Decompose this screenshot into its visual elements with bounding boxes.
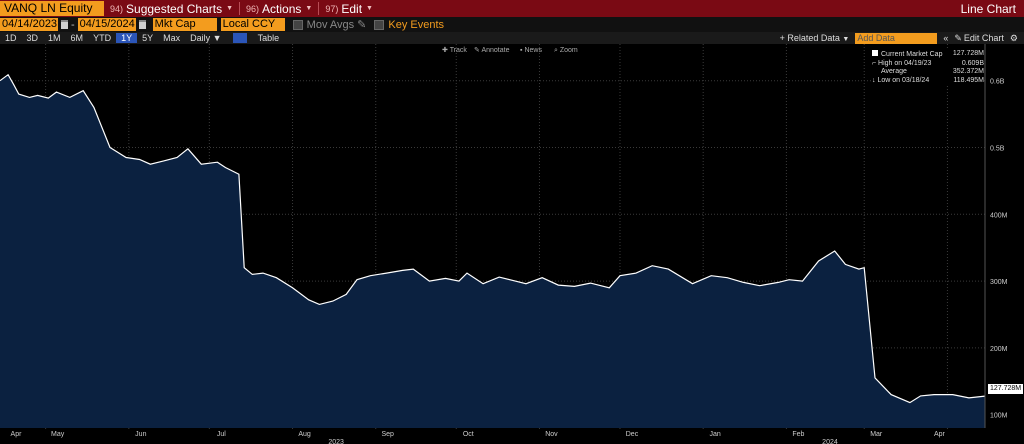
- menu-number: 94): [110, 3, 124, 14]
- x-tick-label: May: [51, 431, 65, 438]
- menu-number: 97): [325, 3, 339, 14]
- menu-label: Edit: [341, 1, 363, 16]
- x-tick-label: Sep: [382, 431, 395, 438]
- gear-icon[interactable]: ⚙: [1009, 32, 1018, 43]
- legend-average-label: Average: [881, 68, 907, 75]
- x-tick-label: Jan: [710, 431, 721, 438]
- ticker-field[interactable]: VANQ LN Equity: [0, 1, 104, 16]
- related-data-button[interactable]: + Related Data ▼: [780, 33, 850, 43]
- legend-current: Current Market Cap 127.728M: [872, 50, 984, 60]
- track-tool[interactable]: ✚ Track: [442, 46, 467, 54]
- y-tick-label: 400M: [990, 212, 1008, 219]
- x-tick-label: Nov: [545, 431, 558, 438]
- area-fill: [0, 74, 985, 428]
- calendar-icon[interactable]: [138, 20, 146, 29]
- x-tick-label: Dec: [626, 431, 639, 438]
- x-tick-label: Mar: [870, 431, 883, 438]
- period-6m[interactable]: 6M: [70, 33, 84, 43]
- series-swatch: [872, 50, 878, 56]
- menu-label: Actions: [262, 1, 302, 16]
- chevron-down-icon: ▼: [366, 5, 373, 12]
- mov-avgs-label: Mov Avgs: [306, 18, 355, 31]
- last-value-label: 127.728M: [988, 384, 1024, 394]
- chevron-down-icon: ▼: [842, 36, 850, 43]
- suggested-charts-menu[interactable]: 94) Suggested Charts ▼: [110, 2, 233, 16]
- pencil-icon[interactable]: ✎: [954, 32, 962, 43]
- legend-average-value: 352.372M: [952, 68, 984, 75]
- legend-low-value: 118.495M: [953, 76, 984, 84]
- y-tick-label: 100M: [990, 413, 1008, 420]
- period-1y[interactable]: 1Y: [116, 33, 138, 43]
- chart-tools: ✚ Track ✎ Annotate ▪ News ⌕ Zoom: [442, 46, 578, 54]
- legend: Current Market Cap 127.728M ⌐ High on 04/…: [872, 50, 984, 86]
- calendar-icon[interactable]: [61, 20, 68, 29]
- year-label: 2024: [822, 439, 838, 444]
- key-events-label: Key Events: [388, 18, 445, 31]
- chevron-down-icon: ▼: [212, 33, 222, 43]
- collapse-icon[interactable]: «: [943, 33, 949, 43]
- period-bar: 1D 3D 1M 6M YTD 1Y 5Y Max Daily ▼ Table …: [0, 32, 1024, 44]
- field-select[interactable]: Mkt Cap: [152, 18, 217, 31]
- edit-menu[interactable]: 97) Edit ▼: [325, 2, 373, 16]
- legend-low: ↓ Low on 03/18/24 118.495M: [872, 77, 984, 86]
- x-tick-label: Aug: [298, 431, 311, 438]
- chart-area[interactable]: 100M 200M 300M 400M 0.5B 0.6B Apr May Jun Jul Aug S…: [0, 44, 1024, 444]
- period-1d[interactable]: 1D: [5, 33, 17, 43]
- edit-chart-button[interactable]: Edit Chart: [963, 33, 1004, 43]
- x-tick-label: Apr: [934, 431, 946, 438]
- series-line: [0, 73, 986, 404]
- x-tick-label: Jun: [135, 431, 146, 438]
- start-date-input[interactable]: 04/14/2023: [0, 18, 58, 31]
- chart-type-icon[interactable]: [232, 33, 247, 43]
- zoom-tool[interactable]: ⌕ Zoom: [554, 47, 578, 54]
- x-tick-label: Jul: [217, 431, 226, 438]
- end-date-input[interactable]: 04/15/2024: [77, 18, 136, 31]
- y-tick-label: 300M: [990, 279, 1008, 286]
- frequency-select[interactable]: Daily ▼: [185, 33, 226, 43]
- legend-average: Average 352.372M: [872, 68, 984, 77]
- y-tick-label: 200M: [990, 346, 1008, 353]
- legend-high: ⌐ High on 04/19/23 0.609B: [872, 60, 984, 69]
- chevron-down-icon: ▼: [305, 5, 313, 12]
- year-label: 2023: [328, 439, 344, 444]
- table-button[interactable]: Table: [257, 33, 280, 43]
- mov-avgs-checkbox[interactable]: [292, 19, 303, 30]
- news-tool[interactable]: ▪ News: [520, 47, 542, 54]
- legend-current-value: 127.728M: [952, 50, 984, 57]
- x-tick-label: Feb: [792, 431, 804, 438]
- y-tick-label: 0.5B: [990, 146, 1005, 153]
- legend-high-label: High on 04/19/23: [878, 59, 932, 67]
- legend-high-value: 0.609B: [961, 59, 984, 67]
- window-title: Line Chart: [960, 1, 1016, 16]
- period-ytd[interactable]: YTD: [93, 33, 112, 43]
- related-data-label: + Related Data: [779, 33, 840, 43]
- high-marker: ⌐: [872, 59, 879, 67]
- low-marker: ↓: [872, 76, 878, 84]
- x-tick-label: Apr: [11, 431, 23, 438]
- options-bar: 04/14/2023 - 04/15/2024 Mkt Cap Local CC…: [0, 17, 1024, 32]
- frequency-label: Daily: [190, 33, 211, 43]
- period-max[interactable]: Max: [163, 33, 181, 43]
- menu-number: 96): [246, 3, 260, 14]
- legend-low-label: Low on 03/18/24: [877, 76, 930, 84]
- key-events-checkbox[interactable]: [374, 19, 385, 30]
- x-tick-label: Oct: [463, 431, 474, 438]
- date-separator: -: [71, 18, 75, 31]
- chevron-down-icon: ▼: [226, 5, 234, 12]
- period-5y[interactable]: 5Y: [142, 33, 154, 43]
- y-tick-label: 0.6B: [990, 79, 1005, 86]
- legend-current-label: Current Market Cap: [881, 51, 943, 58]
- period-1m[interactable]: 1M: [48, 33, 61, 43]
- divider: [318, 2, 320, 15]
- currency-select[interactable]: Local CCY: [220, 18, 285, 31]
- annotate-tool[interactable]: ✎ Annotate: [474, 47, 510, 54]
- add-data-input[interactable]: Add Data: [855, 32, 938, 44]
- period-3d[interactable]: 3D: [26, 33, 39, 43]
- axis-ticks: 100M 200M 300M 400M 0.5B 0.6B Apr May Jun Jul Aug S…: [11, 44, 1008, 444]
- actions-menu[interactable]: 96) Actions ▼: [246, 2, 312, 16]
- pencil-icon[interactable]: ✎: [357, 19, 367, 31]
- menu-label: Suggested Charts: [126, 1, 223, 16]
- divider: [239, 2, 241, 15]
- title-bar: VANQ LN Equity 94) Suggested Charts ▼ 96) A…: [0, 0, 1024, 17]
